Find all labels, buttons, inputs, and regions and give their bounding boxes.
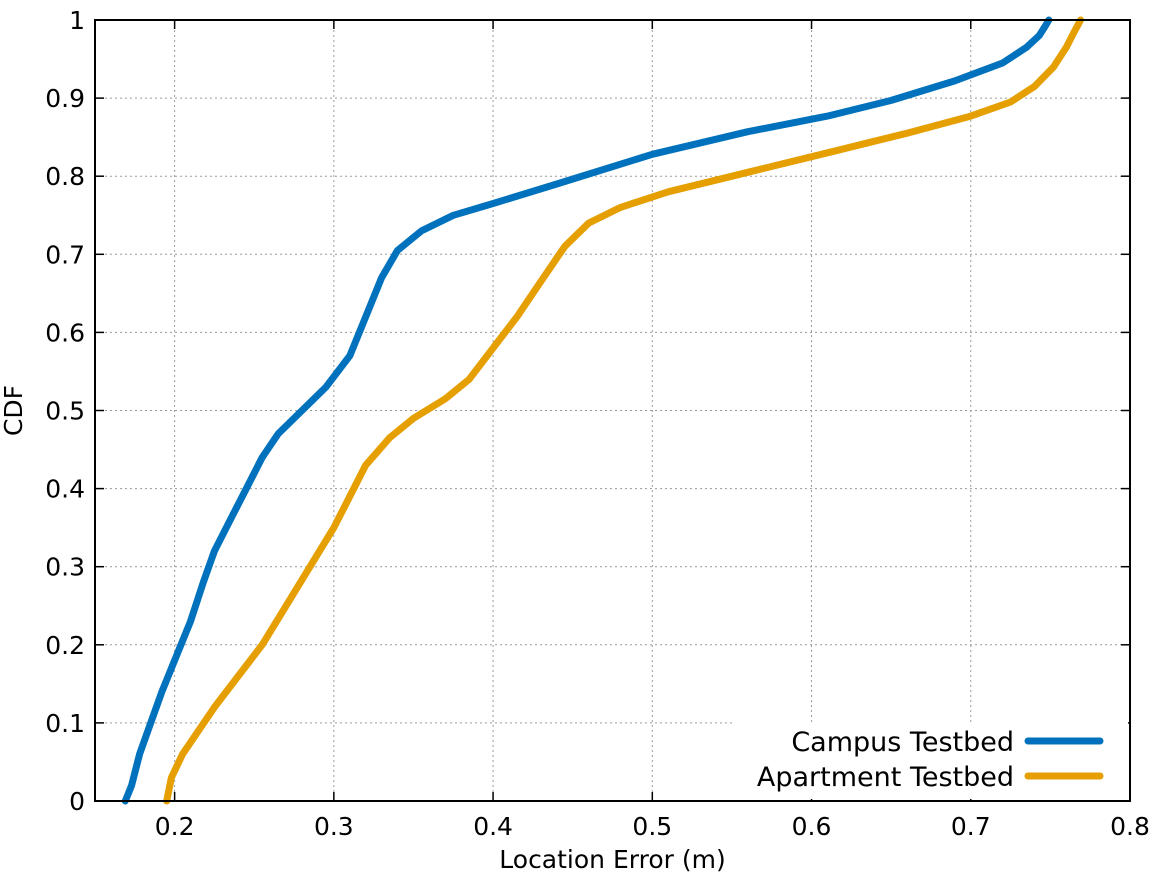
x-tick-label: 0.8 (1110, 812, 1150, 841)
y-tick-label: 0.6 (45, 318, 85, 347)
y-tick-label: 0.7 (45, 240, 85, 269)
y-tick-label: 0.3 (45, 553, 85, 582)
y-tick-label: 1 (69, 6, 85, 35)
legend-label-campus-testbed: Campus Testbed (791, 727, 1014, 758)
x-tick-label: 0.5 (632, 812, 672, 841)
y-tick-label: 0.2 (45, 631, 85, 660)
x-tick-labels: 0.2 0.3 0.4 0.5 0.6 0.7 0.8 (155, 812, 1150, 841)
series-layer (121, 16, 1085, 805)
y-tick-label: 0.1 (45, 709, 85, 738)
y-tick-labels: 0 0.1 0.2 0.3 0.4 0.5 0.6 0.7 0.8 0.9 1 (45, 6, 85, 816)
y-tick-label: 0.9 (45, 84, 85, 113)
y-tick-label: 0.4 (45, 475, 85, 504)
legend: Campus Testbed Apartment Testbed (735, 722, 1128, 799)
y-tick-label: 0 (69, 787, 85, 816)
y-tick-label: 0.5 (45, 397, 85, 426)
x-tick-label: 0.7 (951, 812, 991, 841)
x-tick-label: 0.2 (155, 812, 195, 841)
series-line-apartment-testbed (163, 16, 1085, 805)
x-tick-label: 0.6 (792, 812, 832, 841)
y-axis-title: CDF (0, 385, 28, 436)
legend-label-apartment-testbed: Apartment Testbed (757, 762, 1014, 793)
x-tick-label: 0.3 (314, 812, 354, 841)
series-line-campus-testbed (121, 16, 1053, 805)
y-tick-label: 0.8 (45, 162, 85, 191)
legend-background (735, 722, 1128, 799)
grid (95, 20, 1130, 801)
x-tick-label: 0.4 (473, 812, 513, 841)
ticks (95, 19, 1131, 802)
x-axis-title: Location Error (m) (499, 845, 725, 872)
